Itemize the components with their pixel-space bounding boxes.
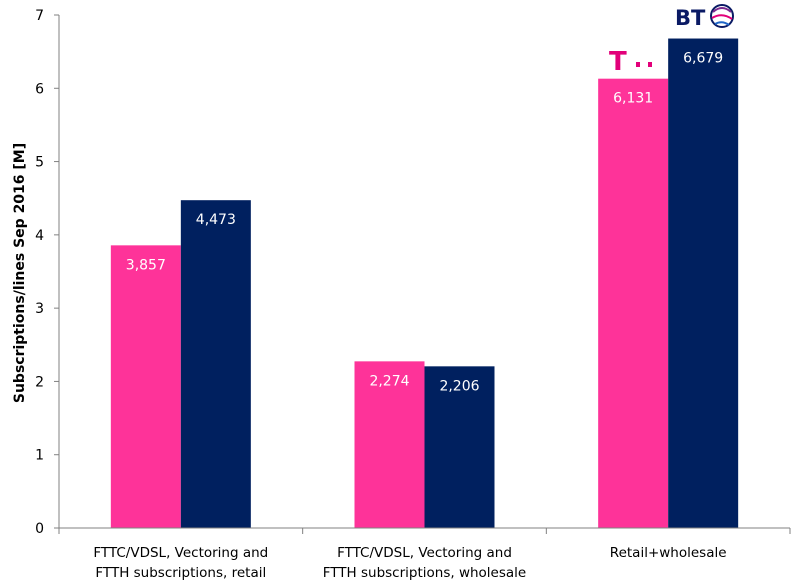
bt-logo-globe-swirl [711, 14, 733, 20]
bt-logo-globe-swirl [714, 21, 730, 26]
telekom-logo-dot [648, 62, 652, 67]
bar [598, 78, 669, 528]
bar [424, 366, 495, 528]
data-label: 2,274 [369, 373, 409, 389]
bar [354, 361, 425, 528]
category-label: FTTC/VDSL, Vectoring and FTTH subscriptio… [323, 545, 526, 581]
category-labels: FTTC/VDSL, Vectoring and FTTH subscriptio… [93, 545, 726, 581]
data-labels: 3,857 4,473 2,274 2,206 6,131 6,679 [126, 51, 723, 395]
category-label-line: FTTH subscriptions, retail [95, 565, 266, 581]
data-label: 6,679 [683, 51, 723, 67]
category-label: FTTC/VDSL, Vectoring and FTTH subscriptio… [93, 545, 268, 581]
data-label: 6,131 [613, 91, 653, 107]
y-axis: 0 1 2 3 4 5 6 7 [35, 8, 60, 537]
y-tick-label: 3 [35, 301, 44, 317]
bar [668, 38, 739, 528]
y-axis-title: Subscriptions/lines Sep 2016 [M] [12, 143, 28, 403]
category-label-line: FTTC/VDSL, Vectoring and [93, 545, 268, 561]
telekom-logo-letter: T [609, 47, 627, 77]
telekom-logo: T [609, 47, 652, 77]
y-tick-label: 5 [35, 155, 44, 171]
bar [180, 200, 251, 528]
category-label-line: Retail+wholesale [610, 545, 727, 561]
bt-logo-text: BT [675, 6, 706, 30]
category-label-line: FTTC/VDSL, Vectoring and [337, 545, 512, 561]
y-tick-label: 4 [35, 228, 44, 244]
category-label: Retail+wholesale [610, 545, 727, 561]
y-tick-label: 0 [35, 521, 44, 537]
y-tick-label: 1 [35, 448, 44, 464]
bar [110, 245, 181, 528]
x-axis [58, 527, 791, 534]
telekom-logo-dot [636, 62, 640, 67]
bt-logo-globe-swirl [712, 7, 732, 13]
category-label-line: FTTH subscriptions, wholesale [323, 565, 526, 581]
y-tick-label: 7 [35, 8, 44, 24]
data-label: 4,473 [196, 212, 236, 228]
y-tick-label: 2 [35, 374, 44, 390]
bars [110, 38, 739, 528]
data-label: 3,857 [126, 257, 166, 273]
data-label: 2,206 [439, 378, 479, 394]
bt-logo: BT [675, 4, 734, 30]
y-tick-label: 6 [35, 81, 44, 97]
